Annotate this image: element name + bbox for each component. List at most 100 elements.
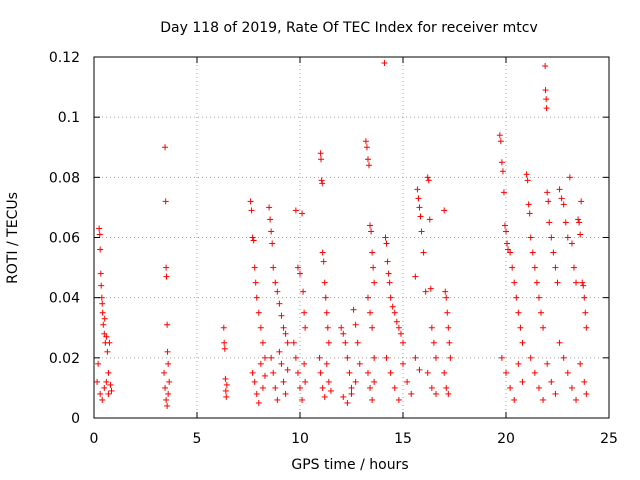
data-point: [99, 309, 106, 316]
data-point: [323, 360, 330, 367]
data-point: [259, 384, 266, 391]
data-point: [272, 279, 279, 286]
data-point: [566, 174, 573, 181]
data-point: [391, 309, 398, 316]
data-point: [397, 330, 404, 337]
data-point: [97, 390, 104, 397]
data-point: [543, 105, 550, 112]
data-point: [426, 216, 433, 223]
data-point: [511, 396, 518, 403]
data-point: [274, 396, 281, 403]
data-point: [531, 369, 538, 376]
data-point: [568, 384, 575, 391]
y-tick-label: 0.12: [49, 50, 80, 66]
data-point: [496, 132, 503, 139]
data-point: [525, 201, 532, 208]
x-tick-label: 0: [90, 431, 99, 447]
data-point: [519, 378, 526, 385]
data-point: [290, 339, 297, 346]
grid: [94, 57, 609, 418]
data-point: [533, 279, 540, 286]
data-point: [276, 300, 283, 307]
data-point: [267, 216, 274, 223]
data-point: [317, 150, 324, 157]
data-point: [383, 354, 390, 361]
data-point: [393, 318, 400, 325]
data-point: [322, 294, 329, 301]
data-point: [441, 207, 448, 214]
data-point: [261, 354, 268, 361]
data-point: [280, 378, 287, 385]
data-point: [344, 399, 351, 406]
data-point: [223, 381, 230, 388]
data-point: [575, 216, 582, 223]
data-point: [340, 330, 347, 337]
data-point: [354, 339, 361, 346]
data-point: [261, 372, 268, 379]
data-point: [540, 396, 547, 403]
data-point: [318, 156, 325, 163]
x-axis-label: GPS time / hours: [291, 457, 408, 473]
data-point: [428, 384, 435, 391]
data-point: [249, 369, 256, 376]
data-point: [366, 162, 373, 169]
data-point: [164, 321, 171, 328]
data-point: [223, 393, 230, 400]
data-point: [364, 156, 371, 163]
y-tick-label: 0.02: [49, 351, 80, 367]
y-tick-labels: 0 0.02 0.04 0.06 0.08 0.1 0.12: [49, 50, 80, 427]
data-point: [535, 384, 542, 391]
data-point: [163, 273, 170, 280]
data-point: [400, 360, 406, 367]
data-point: [319, 384, 326, 391]
data-point: [515, 309, 522, 316]
data-point: [415, 195, 422, 202]
data-point: [221, 345, 228, 352]
data-point: [430, 339, 437, 346]
data-point: [369, 249, 376, 256]
data-point: [542, 63, 549, 70]
data-point: [382, 234, 389, 241]
data-point: [253, 294, 260, 301]
data-point: [424, 174, 431, 181]
data-point: [513, 294, 520, 301]
data-point: [104, 348, 111, 355]
data-point: [101, 384, 108, 391]
y-tick-label: 0.08: [49, 170, 80, 186]
data-point: [420, 249, 427, 256]
data-point: [443, 384, 450, 391]
data-point: [526, 210, 533, 217]
data-point: [103, 378, 110, 385]
data-point: [381, 60, 388, 67]
data-point: [276, 348, 283, 355]
data-point: [292, 207, 299, 214]
data-point: [165, 390, 172, 397]
data-point: [535, 294, 542, 301]
data-point: [368, 228, 375, 235]
data-point: [501, 222, 508, 229]
data-point: [278, 360, 285, 367]
x-tick-label: 15: [394, 431, 412, 447]
data-point: [560, 354, 567, 361]
data-point: [352, 378, 359, 385]
data-point: [162, 198, 169, 205]
data-point: [445, 324, 452, 331]
data-point: [554, 279, 561, 286]
data-point: [300, 288, 307, 295]
data-point: [497, 138, 504, 145]
data-point: [302, 324, 309, 331]
data-point: [529, 249, 536, 256]
data-point: [163, 264, 170, 271]
data-point: [99, 396, 106, 403]
data-point: [301, 309, 308, 316]
data-point: [544, 189, 551, 196]
data-point: [400, 339, 406, 346]
data-point: [269, 240, 276, 247]
data-point: [222, 375, 229, 382]
data-point: [538, 309, 545, 316]
data-point: [570, 264, 577, 271]
data-point: [504, 240, 511, 247]
data-point: [103, 333, 110, 340]
data-point: [344, 354, 351, 361]
data-point: [416, 366, 423, 373]
